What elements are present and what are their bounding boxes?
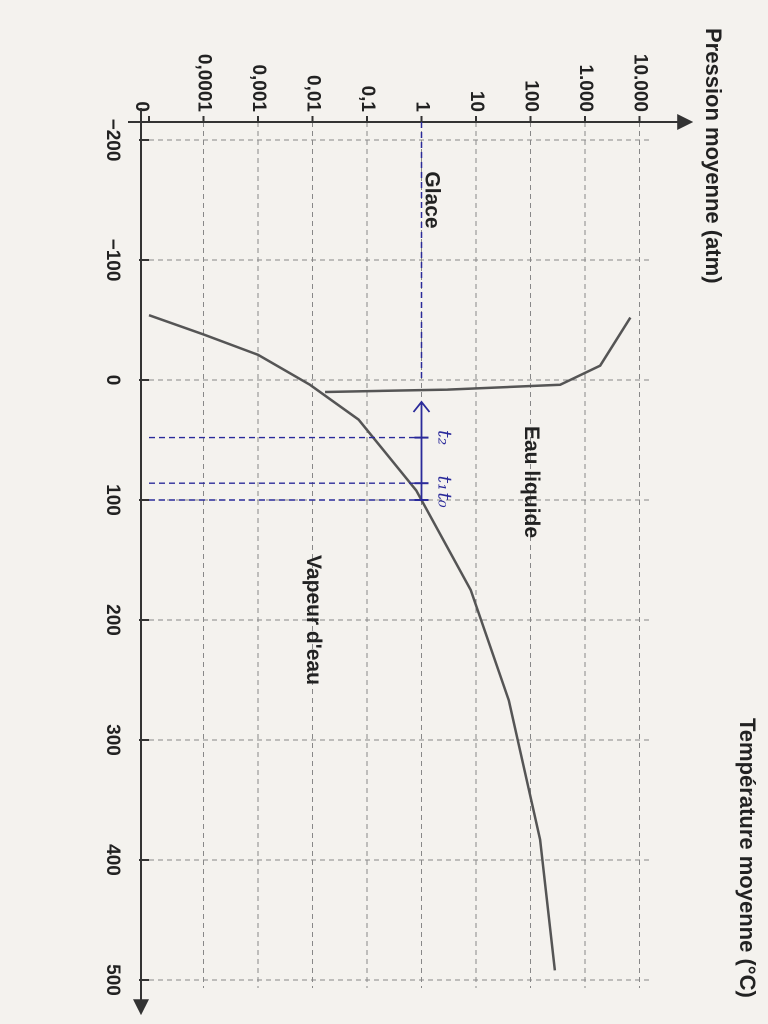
curve xyxy=(148,314,557,971)
x-tick-label: 0 xyxy=(102,375,123,386)
x-tick-label: −100 xyxy=(102,239,123,282)
y-tick-label: 1.000 xyxy=(575,64,596,112)
guide-label: t₀ xyxy=(434,492,456,508)
guide-label: t₁ xyxy=(434,476,456,491)
annotation: Glace xyxy=(421,171,444,228)
x-axis-title: Température moyenne (°C) xyxy=(735,718,760,998)
y-tick-label: 1 xyxy=(411,101,432,112)
y-tick-label: 0,1 xyxy=(357,86,378,113)
y-tick-label: 0,0001 xyxy=(193,54,214,113)
y-tick-label: 0 xyxy=(131,101,152,112)
guide-label: t₂ xyxy=(434,430,456,445)
y-tick-label: 10 xyxy=(466,91,487,112)
x-tick-label: 400 xyxy=(102,844,123,876)
curve xyxy=(325,316,632,394)
x-tick-label: −200 xyxy=(102,119,123,162)
annotation: Eau liquide xyxy=(520,426,543,538)
y-axis-title: Pression moyenne (atm) xyxy=(701,28,726,284)
y-tick-label: 0,001 xyxy=(248,64,269,112)
guide-arrow xyxy=(412,400,431,500)
x-tick-label: 500 xyxy=(102,964,123,996)
annotation: Vapeur d'eau xyxy=(302,555,325,685)
x-tick-label: 100 xyxy=(102,484,123,516)
x-tick-label: 200 xyxy=(102,604,123,636)
y-tick-label: 0,01 xyxy=(302,75,323,112)
y-tick-label: 100 xyxy=(520,80,541,112)
x-tick-label: 300 xyxy=(102,724,123,756)
y-tick-label: 10.000 xyxy=(629,54,650,112)
